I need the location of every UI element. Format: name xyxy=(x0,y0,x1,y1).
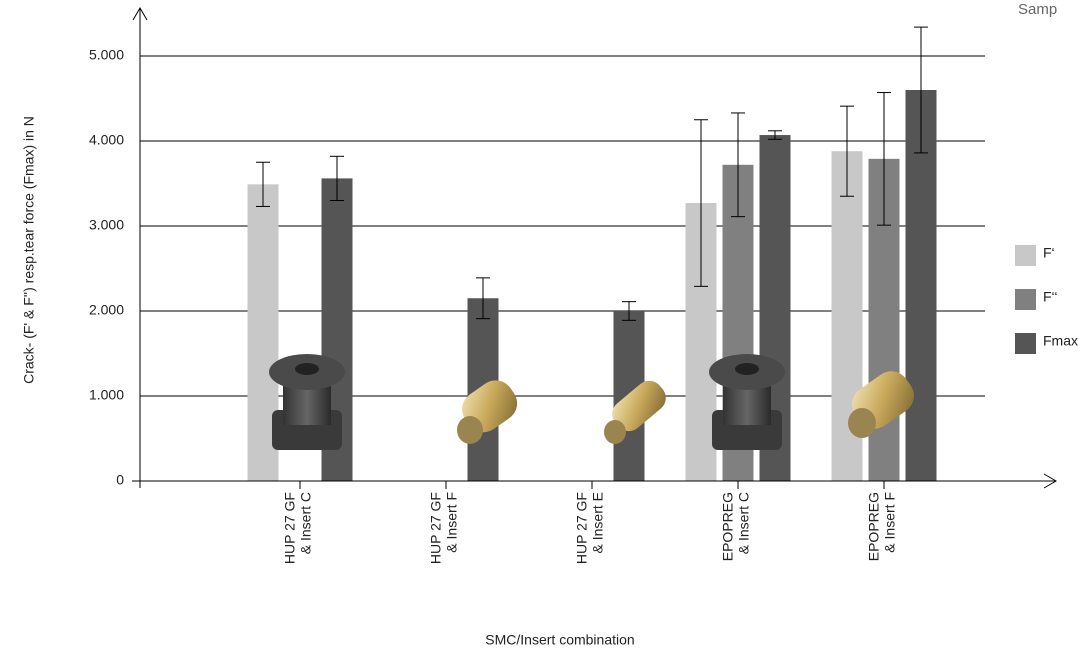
legend-swatch xyxy=(1015,333,1036,354)
x-tick-label: HUP 27 GF xyxy=(428,492,444,564)
legend-label: Fmax xyxy=(1043,333,1078,349)
bar-group xyxy=(906,27,937,481)
legend-swatch xyxy=(1015,245,1036,266)
annotation: Samp xyxy=(1018,1,1057,18)
legend-swatch xyxy=(1015,289,1036,310)
x-tick-label: & Insert E xyxy=(590,492,606,553)
x-tick-label: HUP 27 GF xyxy=(574,492,590,564)
x-tick-label: & Insert C xyxy=(736,492,752,554)
x-tick-label: EPOPREG xyxy=(720,492,736,561)
y-tick-label: 5.000 xyxy=(89,47,124,63)
y-tick-label: 1.000 xyxy=(89,387,124,403)
x-tick-label: HUP 27 GF xyxy=(282,492,298,564)
insert-images xyxy=(269,354,921,450)
y-tick-label: 3.000 xyxy=(89,217,124,233)
x-tick-label: & Insert C xyxy=(298,492,314,554)
y-tick-label: 4.000 xyxy=(89,132,124,148)
chart: Samp SMC/Insert combination Crack- (F' &… xyxy=(0,0,1085,655)
bar-group xyxy=(686,120,717,481)
x-axis-title: SMC/Insert combination xyxy=(485,632,634,648)
y-axis-title: Crack- (F' & F'') resp.tear force (Fmax)… xyxy=(21,116,37,384)
legend-label: F‘ xyxy=(1043,245,1055,261)
x-tick-label: & Insert F xyxy=(882,492,898,553)
y-tick-label: 0 xyxy=(116,472,124,488)
bars xyxy=(248,27,937,481)
x-tick-label: & Insert F xyxy=(444,492,460,553)
legend-label: F‘‘ xyxy=(1043,289,1058,305)
page: Samp SMC/Insert combination Crack- (F' &… xyxy=(0,0,1085,655)
x-tick-label: EPOPREG xyxy=(866,492,882,561)
y-tick-label: 2.000 xyxy=(89,302,124,318)
bar-group xyxy=(468,278,499,481)
